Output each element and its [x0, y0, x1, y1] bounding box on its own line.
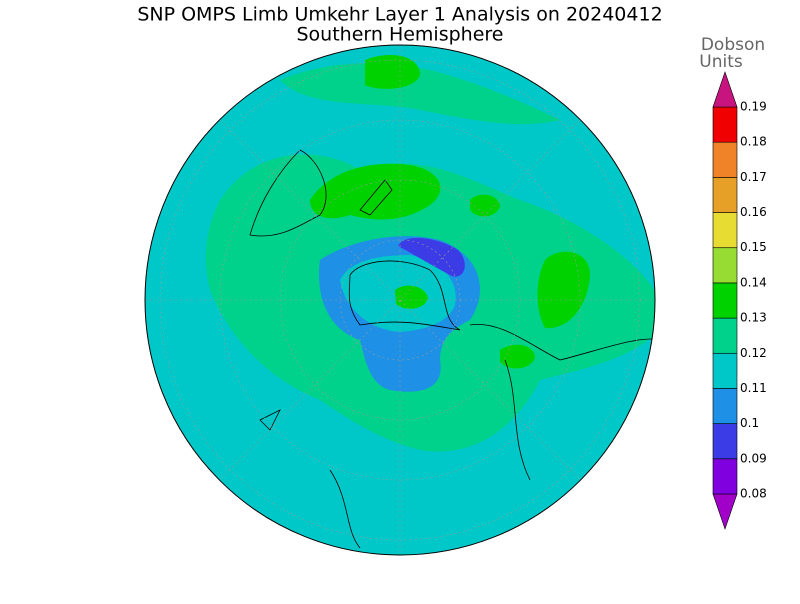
contour-region: [365, 55, 420, 89]
colorbar-tick-label: 0.09: [740, 451, 767, 465]
colorbar-tick-label: 0.1: [740, 416, 759, 430]
colorbar-label: Units: [699, 52, 743, 72]
colorbar-segment: [712, 423, 738, 460]
colorbar-segment: [712, 106, 738, 143]
contour-region: [395, 285, 428, 309]
map-border: [144, 44, 656, 556]
colorbar-tick-label: 0.16: [740, 205, 767, 219]
colorbar-tick-label: 0.18: [740, 135, 767, 149]
colorbar-tick-label: 0.08: [740, 487, 767, 501]
colorbar-segment: [712, 388, 738, 424]
colorbar-segment: [712, 493, 738, 530]
polar-map: [145, 45, 655, 555]
contour-region: [537, 251, 590, 329]
colorbar-tick-label: 0.15: [740, 240, 767, 254]
contour-region: [145, 263, 260, 458]
colorbar-segment: [712, 317, 738, 354]
colorbar-segment: [712, 177, 738, 213]
colorbar-tick-label: 0.12: [740, 346, 767, 360]
colorbar-segment: [712, 352, 738, 389]
colorbar-tick-label: 0.19: [740, 100, 767, 114]
colorbar-segment: [712, 282, 738, 319]
colorbar-tick-label: 0.17: [740, 170, 767, 184]
colorbar-segment: [712, 71, 738, 108]
colorbar-segment: [712, 212, 738, 249]
contour-region: [470, 194, 500, 217]
colorbar-segment: [712, 141, 738, 178]
colorbar: 0.08 0.09 0.1 0.11 0.12 0.13 0.14 0.15 0.16 0.17 0…: [712, 71, 767, 530]
graticule: [145, 45, 655, 555]
coastlines: [249, 149, 655, 549]
contour-region: [280, 63, 560, 125]
colorbar-tick-label: 0.14: [740, 275, 767, 289]
colorbar-label: Dobson: [701, 35, 765, 55]
colorbar-segment: [712, 247, 738, 284]
colorbar-tick-label: 0.13: [740, 311, 767, 325]
contour-region: [398, 237, 465, 277]
colorbar-tick-label: 0.11: [740, 381, 767, 395]
subtitle: Southern Hemisphere: [296, 24, 503, 46]
contour-region: [500, 344, 535, 369]
title: SNP OMPS Limb Umkehr Layer 1 Analysis on…: [137, 4, 662, 26]
colorbar-segment: [712, 458, 738, 495]
